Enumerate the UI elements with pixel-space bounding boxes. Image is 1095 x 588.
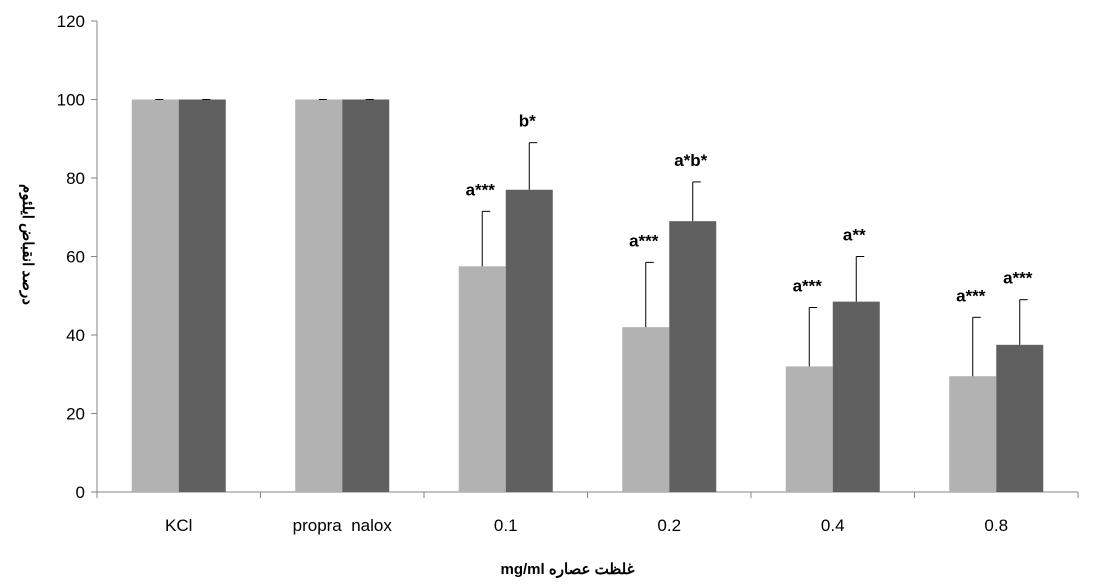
bar xyxy=(669,221,717,493)
significance-annotations: a*** a*** a*** a*** b* a*b* a** a*** xyxy=(466,112,1033,306)
y-tick-label: 120 xyxy=(57,12,85,31)
bar xyxy=(342,99,390,492)
bars xyxy=(131,99,1044,493)
bar xyxy=(458,266,506,492)
bar xyxy=(996,344,1044,492)
significance-label: a** xyxy=(843,226,866,245)
bar xyxy=(832,301,880,492)
y-tick-label: 20 xyxy=(66,405,85,424)
significance-label: a*b* xyxy=(674,151,707,170)
significance-label: a*** xyxy=(956,286,986,305)
y-axis: 0 20 40 60 80 100 120 xyxy=(57,12,98,502)
y-tick-label: 100 xyxy=(57,91,85,110)
x-category-label: 0.4 xyxy=(821,516,845,535)
significance-label: a*** xyxy=(629,231,659,250)
significance-label: a*** xyxy=(793,277,823,296)
bar xyxy=(295,99,343,492)
significance-label: a*** xyxy=(466,180,496,199)
bar xyxy=(622,327,670,492)
bar xyxy=(785,366,833,492)
x-category-label: 0.2 xyxy=(657,516,681,535)
significance-label: b* xyxy=(519,112,536,131)
x-category-label: 0.8 xyxy=(984,516,1008,535)
x-category-label: KCl xyxy=(165,516,192,535)
y-tick-label: 40 xyxy=(66,326,85,345)
bar xyxy=(505,189,553,492)
y-axis-title: درصد انقباض ایلئوم xyxy=(19,184,36,305)
bar xyxy=(131,99,179,492)
y-tick-label: 60 xyxy=(66,248,85,267)
y-tick-label: 80 xyxy=(66,169,85,188)
x-category-label: propra nalox xyxy=(293,516,393,535)
y-tick-label: 0 xyxy=(76,483,85,502)
x-axis: KCl propra nalox 0.1 0.2 0.4 0.8 xyxy=(96,491,1079,535)
bar xyxy=(178,99,226,492)
x-axis-title: غلظت عصاره mg/ml xyxy=(501,561,635,578)
bar xyxy=(949,376,997,492)
error-bars xyxy=(155,99,1028,377)
significance-label: a*** xyxy=(1003,269,1033,288)
x-category-label: 0.1 xyxy=(494,516,518,535)
